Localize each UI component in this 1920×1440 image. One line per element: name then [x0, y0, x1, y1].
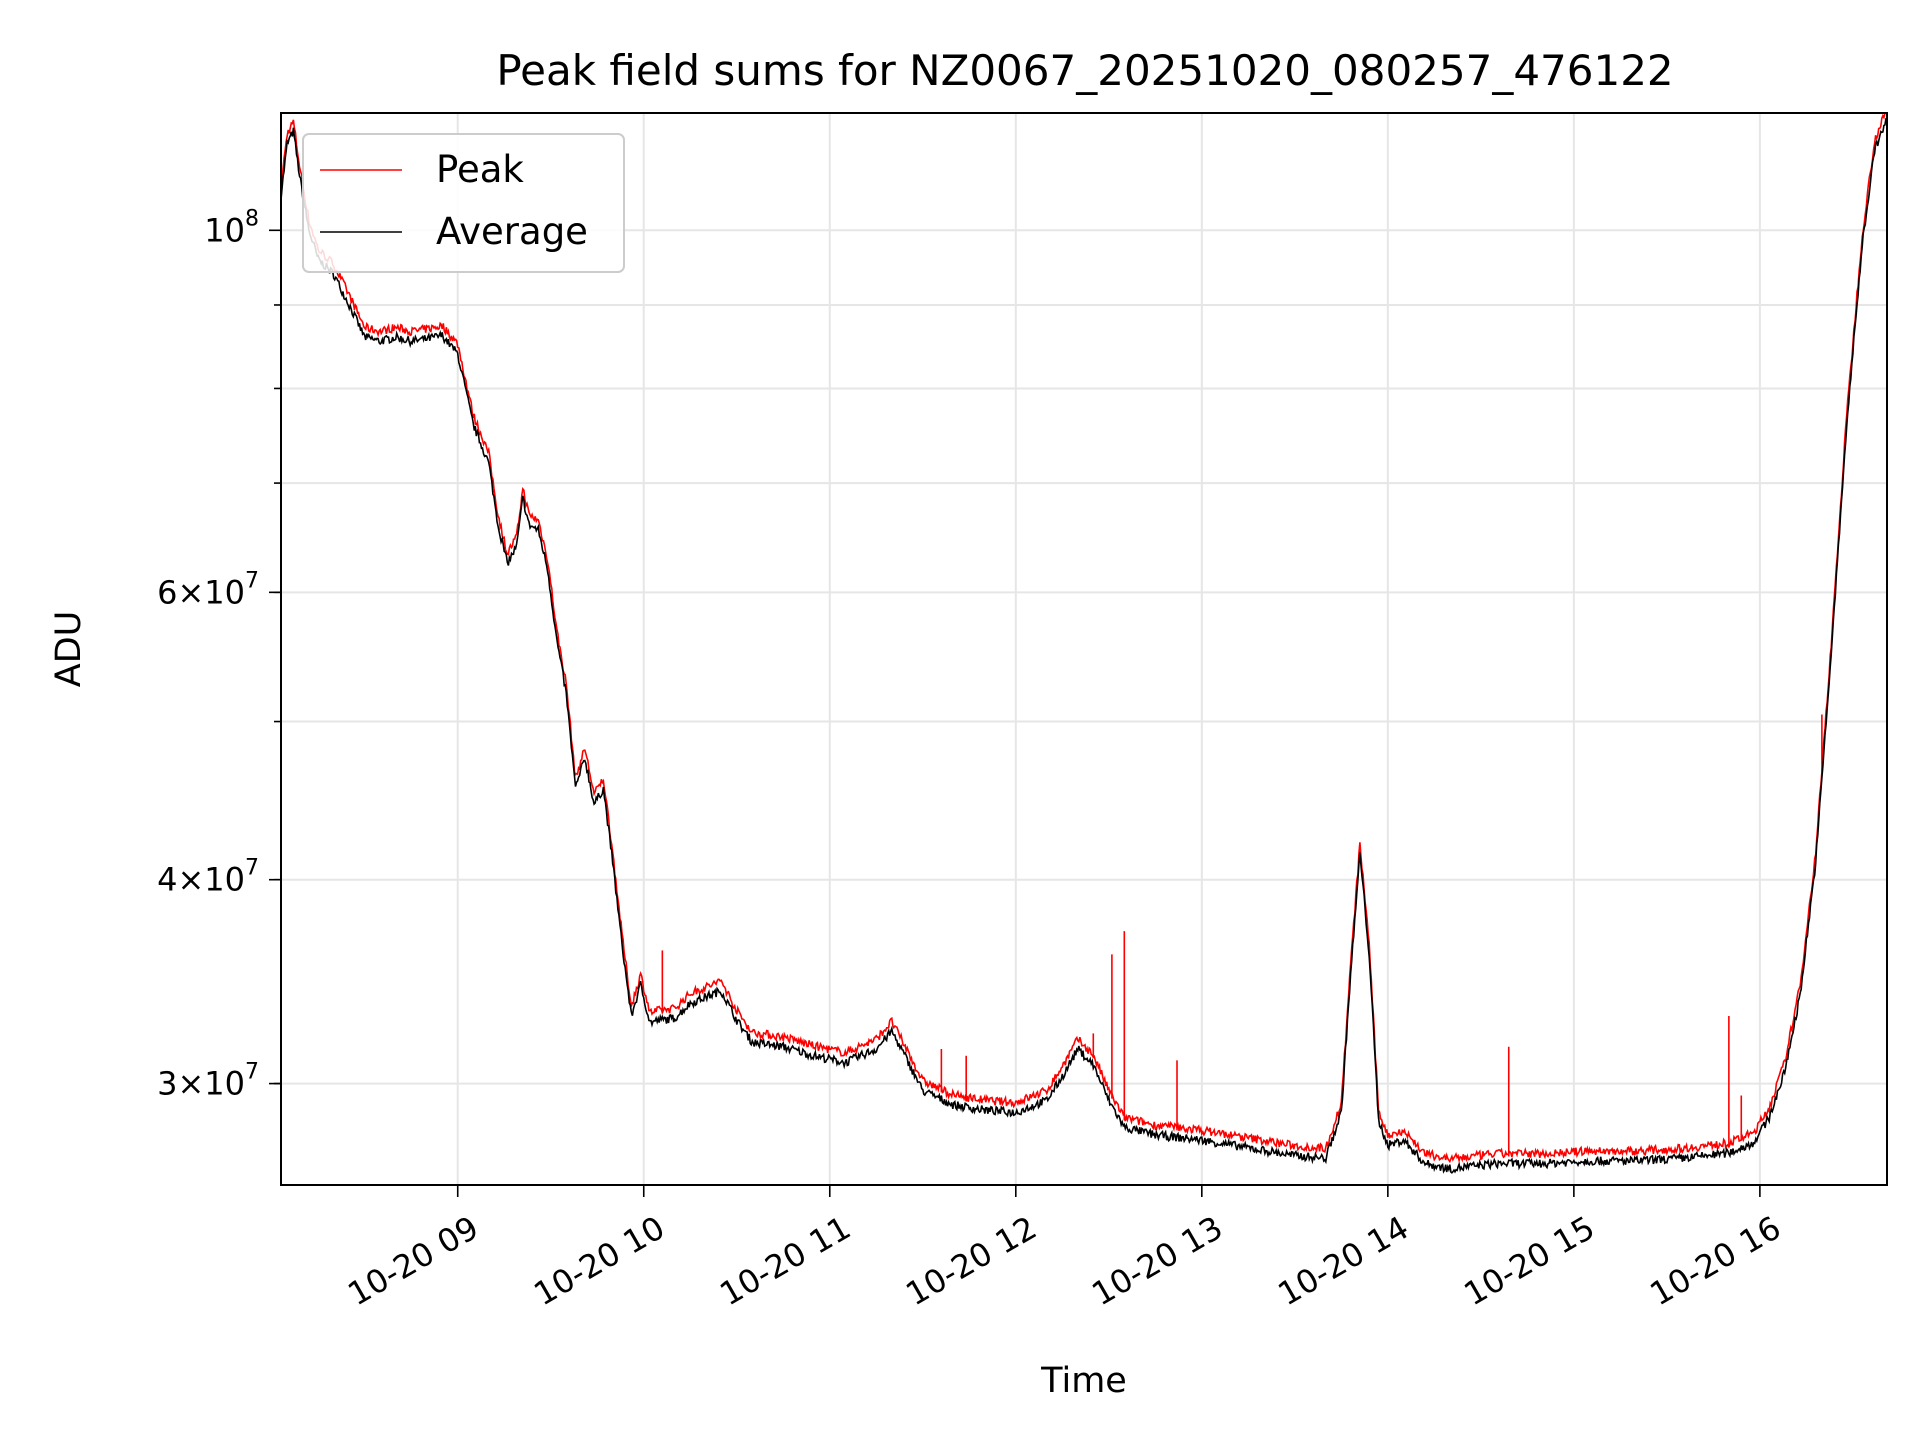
series-peak-line	[281, 113, 1886, 1164]
y-tick-label: 3×107	[157, 1060, 259, 1103]
legend-label-average: Average	[436, 210, 588, 253]
chart-title: Peak field sums for NZ0067_20251020_0802…	[496, 46, 1673, 95]
x-axis-label: Time	[1040, 1361, 1127, 1401]
y-tick-label: 108	[204, 206, 259, 249]
legend-label-peak: Peak	[436, 148, 524, 191]
series-layer	[281, 113, 1887, 1174]
y-axis-ticks: 3×107 4×107 6×107 108	[157, 206, 281, 1103]
y-tick-label: 6×107	[157, 568, 259, 611]
legend-box	[302, 133, 625, 273]
y-tick-label: 4×107	[157, 856, 259, 899]
series-average-line	[281, 118, 1887, 1174]
grid	[281, 113, 1887, 1185]
plot-frame	[280, 112, 1888, 1186]
y-axis-label: ADU	[49, 611, 89, 688]
legend: Peak Average	[302, 133, 625, 273]
